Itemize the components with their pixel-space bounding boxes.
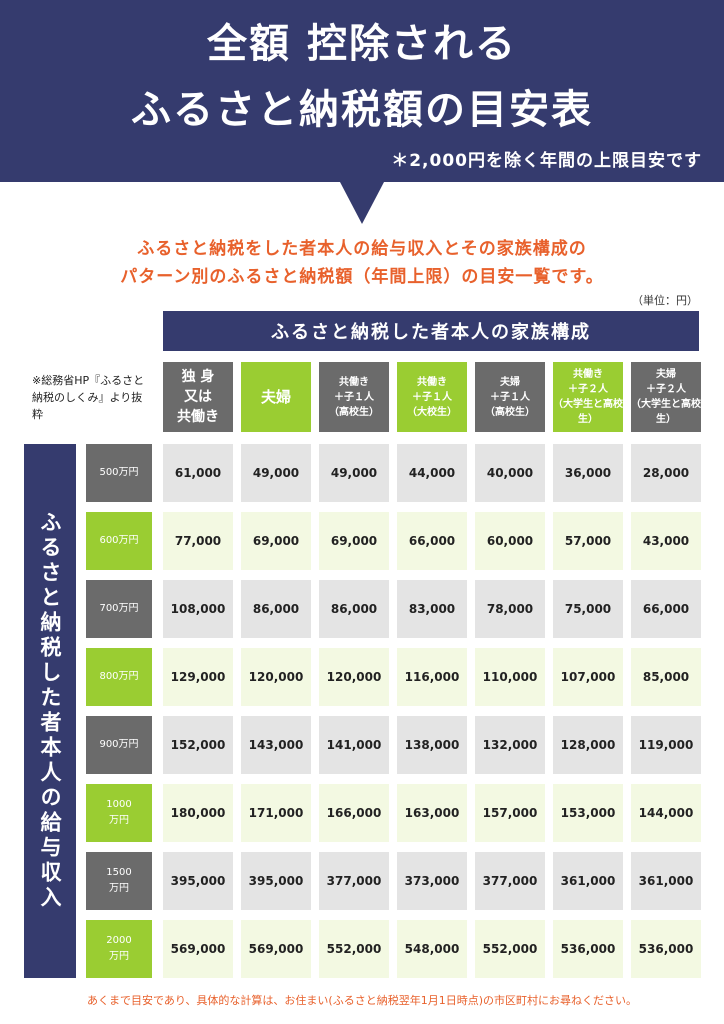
table-cell: 61,000 — [163, 444, 233, 502]
column-header-label: 夫婦 ＋子２人 （大学生と高校生） — [631, 369, 701, 425]
income-row-header: 800万円 — [86, 648, 152, 706]
table-cell: 43,000 — [631, 512, 701, 570]
table-cell: 141,000 — [319, 716, 389, 774]
column-header-4: 共働き ＋子１人 （大校生） — [397, 362, 467, 432]
table-cell: 86,000 — [319, 580, 389, 638]
table-cell: 129,000 — [163, 648, 233, 706]
table-cell: 69,000 — [319, 512, 389, 570]
table-cell: 163,000 — [397, 784, 467, 842]
table-cell: 49,000 — [241, 444, 311, 502]
income-side-label: ふるさと納税した者本人の給与収入 — [24, 444, 76, 978]
table-cell: 552,000 — [475, 920, 545, 978]
table-cell: 83,000 — [397, 580, 467, 638]
table-cell: 86,000 — [241, 580, 311, 638]
table-cell: 108,000 — [163, 580, 233, 638]
table-cell: 552,000 — [319, 920, 389, 978]
title-subnote: ＊2,000円を除く年間の上限目安です — [391, 151, 702, 171]
column-header-5: 夫婦 ＋子１人 （高校生） — [475, 362, 545, 432]
table-cell: 373,000 — [397, 852, 467, 910]
intro-line1: ふるさと納税をした者本人の給与収入とその家族構成の — [137, 239, 587, 259]
column-header-3: 共働き ＋子１人 （高校生） — [319, 362, 389, 432]
footer-note: あくまで目安であり、具体的な計算は、お住まい(ふるさと納税翌年1月1日時点)の市… — [86, 994, 638, 1007]
table-cell: 110,000 — [475, 648, 545, 706]
table-cell: 107,000 — [553, 648, 623, 706]
title-banner — [0, 0, 724, 182]
table-cell: 69,000 — [241, 512, 311, 570]
table-cell: 132,000 — [475, 716, 545, 774]
table-cell: 116,000 — [397, 648, 467, 706]
income-row-header: 700万円 — [86, 580, 152, 638]
table-cell: 120,000 — [319, 648, 389, 706]
column-header-2: 夫婦 — [241, 362, 311, 432]
table-cell: 180,000 — [163, 784, 233, 842]
income-row-header: 1500 万円 — [86, 852, 152, 910]
source-note: ※総務省HP『ふるさと納税のしくみ』より抜粋 — [32, 374, 145, 421]
column-header-label: 共働き ＋子２人 （大学生と高校生） — [553, 369, 623, 425]
table-cell: 377,000 — [475, 852, 545, 910]
table-cell: 536,000 — [631, 920, 701, 978]
table-cell: 36,000 — [553, 444, 623, 502]
table-cell: 77,000 — [163, 512, 233, 570]
table-cell: 377,000 — [319, 852, 389, 910]
table-cell: 153,000 — [553, 784, 623, 842]
column-header-label: 独 身 又は 共働き — [177, 369, 219, 425]
table-cell: 548,000 — [397, 920, 467, 978]
banner-pointer — [340, 182, 384, 224]
table-cell: 75,000 — [553, 580, 623, 638]
table-cell: 66,000 — [631, 580, 701, 638]
table-cell: 166,000 — [319, 784, 389, 842]
table-cell: 49,000 — [319, 444, 389, 502]
table-cell: 569,000 — [163, 920, 233, 978]
intro-line2: パターン別のふるさと納税額（年間上限）の目安一覧です。 — [120, 267, 604, 287]
table-cell: 60,000 — [475, 512, 545, 570]
table-cell: 85,000 — [631, 648, 701, 706]
income-row-header: 1000 万円 — [86, 784, 152, 842]
table-cell: 361,000 — [631, 852, 701, 910]
column-header-label: 夫婦 — [260, 388, 291, 406]
table-cell: 66,000 — [397, 512, 467, 570]
column-header-6: 共働き ＋子２人 （大学生と高校生） — [553, 362, 623, 432]
table-cell: 119,000 — [631, 716, 701, 774]
table-cell: 143,000 — [241, 716, 311, 774]
income-row-header: 2000 万円 — [86, 920, 152, 978]
table-cell: 57,000 — [553, 512, 623, 570]
table-cell: 569,000 — [241, 920, 311, 978]
table-cell: 28,000 — [631, 444, 701, 502]
table-cell: 157,000 — [475, 784, 545, 842]
income-row-header: 900万円 — [86, 716, 152, 774]
table-cell: 40,000 — [475, 444, 545, 502]
table-cell: 128,000 — [553, 716, 623, 774]
column-header-7: 夫婦 ＋子２人 （大学生と高校生） — [631, 362, 701, 432]
column-header-label: 共働き ＋子１人 （高校生） — [329, 376, 379, 418]
unit-note: （単位：円） — [632, 294, 698, 307]
table-cell: 395,000 — [241, 852, 311, 910]
page-title-line2: ふるさと納税額の目安表 — [131, 87, 593, 133]
table-cell: 536,000 — [553, 920, 623, 978]
table-cell: 120,000 — [241, 648, 311, 706]
table-cell: 144,000 — [631, 784, 701, 842]
income-row-header: 500万円 — [86, 444, 152, 502]
table-cell: 171,000 — [241, 784, 311, 842]
table-cell: 395,000 — [163, 852, 233, 910]
column-header-label: 共働き ＋子１人 （大校生） — [407, 376, 457, 418]
table-cell: 361,000 — [553, 852, 623, 910]
table-cell: 152,000 — [163, 716, 233, 774]
table-cell: 78,000 — [475, 580, 545, 638]
income-row-header: 600万円 — [86, 512, 152, 570]
page-title-line1: 全額 控除される — [207, 21, 517, 67]
table-cell: 44,000 — [397, 444, 467, 502]
family-structure-header: ふるさと納税した者本人の家族構成 — [163, 311, 699, 351]
table-cell: 138,000 — [397, 716, 467, 774]
column-header-1: 独 身 又は 共働き — [163, 362, 233, 432]
column-header-label: 夫婦 ＋子１人 （高校生） — [485, 376, 535, 418]
